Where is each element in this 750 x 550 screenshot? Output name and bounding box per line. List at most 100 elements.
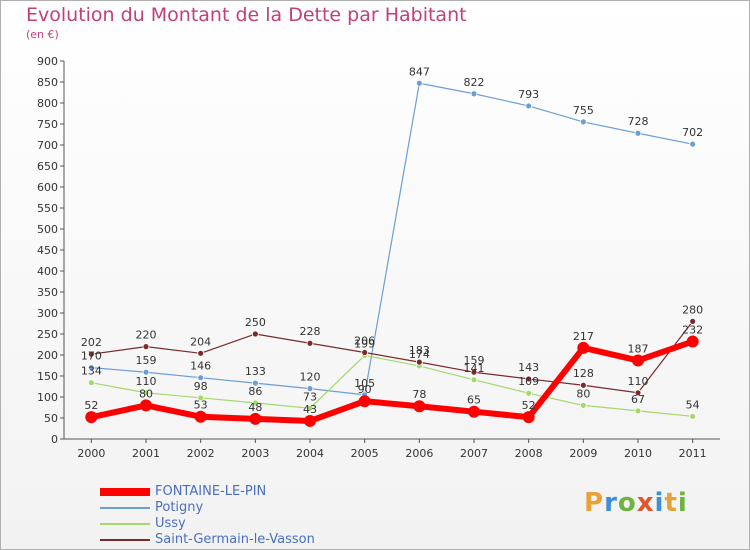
y-tick-label: 250	[37, 328, 58, 341]
data-point	[85, 411, 98, 424]
y-tick-label: 650	[37, 160, 58, 173]
series-line-1	[91, 82, 693, 396]
data-point	[251, 330, 259, 338]
data-point	[251, 399, 259, 407]
data-label: 217	[573, 330, 594, 343]
proxiti-logo: Proxiti	[584, 488, 688, 518]
x-tick-label: 2009	[569, 447, 597, 460]
data-point	[87, 379, 95, 387]
data-label: 146	[190, 360, 211, 373]
data-label: 73	[303, 390, 317, 403]
data-point	[689, 317, 697, 325]
data-label: 110	[628, 375, 649, 388]
legend-label: Saint-Germain-le-Vasson	[155, 532, 315, 547]
y-tick-label: 50	[44, 412, 58, 425]
data-point	[470, 368, 478, 376]
series-lines	[90, 82, 694, 424]
data-point	[306, 339, 314, 347]
data-point	[197, 374, 205, 382]
x-tick-label: 2011	[679, 447, 707, 460]
y-tick-label: 450	[37, 244, 58, 257]
data-point	[577, 341, 590, 354]
data-point	[470, 90, 478, 98]
x-tick-label: 2008	[515, 447, 543, 460]
data-point	[87, 364, 95, 372]
data-point	[579, 118, 587, 126]
data-label: 133	[245, 365, 266, 378]
data-label: 228	[300, 325, 321, 338]
legend-label: FONTAINE-LE-PIN	[155, 484, 267, 499]
legend-swatch	[100, 523, 150, 525]
data-label: 120	[300, 371, 321, 384]
data-point	[413, 400, 426, 413]
x-tick-label: 2006	[405, 447, 433, 460]
data-point	[358, 395, 371, 408]
data-point	[468, 405, 480, 418]
data-point	[689, 412, 697, 420]
data-label: 80	[139, 387, 153, 400]
data-point	[87, 350, 95, 358]
data-point	[361, 349, 369, 356]
chart-subtitle: (en €)	[26, 28, 59, 41]
data-label: 143	[518, 361, 539, 374]
data-point	[140, 399, 152, 412]
data-point	[306, 404, 314, 412]
legend-swatch	[100, 488, 150, 496]
data-label: 793	[518, 88, 539, 101]
x-tick-label: 2010	[624, 447, 652, 460]
data-point	[632, 354, 644, 367]
data-label: 52	[84, 399, 98, 412]
logo-letter: t	[664, 488, 678, 518]
data-point	[522, 411, 535, 424]
data-label: 53	[194, 399, 208, 412]
data-label: 183	[409, 344, 430, 357]
data-label: 728	[628, 115, 649, 128]
x-tick-label: 2004	[296, 447, 324, 460]
data-labels: 52 80 53 48 43 90 78 65 52 217 187 232 170 159 146 133 1…	[81, 65, 703, 416]
data-label: 159	[464, 354, 485, 367]
data-point	[634, 129, 642, 137]
data-point	[579, 401, 587, 409]
data-point	[689, 140, 697, 148]
data-label: 67	[631, 393, 645, 406]
data-label: 128	[573, 367, 594, 380]
data-label: 204	[190, 335, 211, 348]
data-label: 174	[409, 348, 430, 361]
data-label: 187	[628, 342, 649, 355]
data-point	[415, 358, 423, 366]
data-label: 43	[303, 403, 317, 416]
legend-swatch	[100, 507, 150, 509]
data-label: 141	[464, 362, 485, 375]
y-tick-label: 150	[37, 370, 58, 383]
y-tick-label: 700	[37, 139, 58, 152]
data-point	[194, 410, 207, 423]
data-point	[142, 343, 150, 351]
data-label: 170	[81, 350, 102, 363]
series-points	[85, 79, 699, 427]
series-line-3	[91, 321, 694, 394]
legend-label: Ussy	[155, 516, 186, 531]
x-tick-label: 2005	[351, 447, 379, 460]
data-label: 80	[576, 387, 590, 400]
legend-swatch	[100, 539, 150, 541]
data-point	[525, 102, 533, 110]
logo-letter: i	[654, 488, 665, 518]
line-chart: 0 50 100 150 200 250 300 350 400 450 500 550 600 650 7…	[37, 55, 720, 460]
data-point	[525, 375, 533, 383]
data-label: 206	[354, 334, 375, 347]
y-tick-label: 750	[37, 118, 58, 131]
data-label: 48	[248, 401, 262, 414]
y-tick-label: 800	[37, 97, 58, 110]
x-tick-label: 2000	[77, 447, 105, 460]
data-label: 250	[245, 316, 266, 329]
data-label: 90	[358, 383, 372, 396]
data-point	[579, 381, 587, 389]
y-tick-label: 600	[37, 181, 58, 194]
data-point	[304, 414, 316, 427]
data-point	[251, 379, 259, 387]
data-label: 109	[518, 375, 539, 388]
series-line-2	[91, 354, 693, 417]
y-tick-label: 850	[37, 76, 58, 89]
data-label: 98	[194, 380, 208, 393]
data-point	[142, 368, 150, 376]
